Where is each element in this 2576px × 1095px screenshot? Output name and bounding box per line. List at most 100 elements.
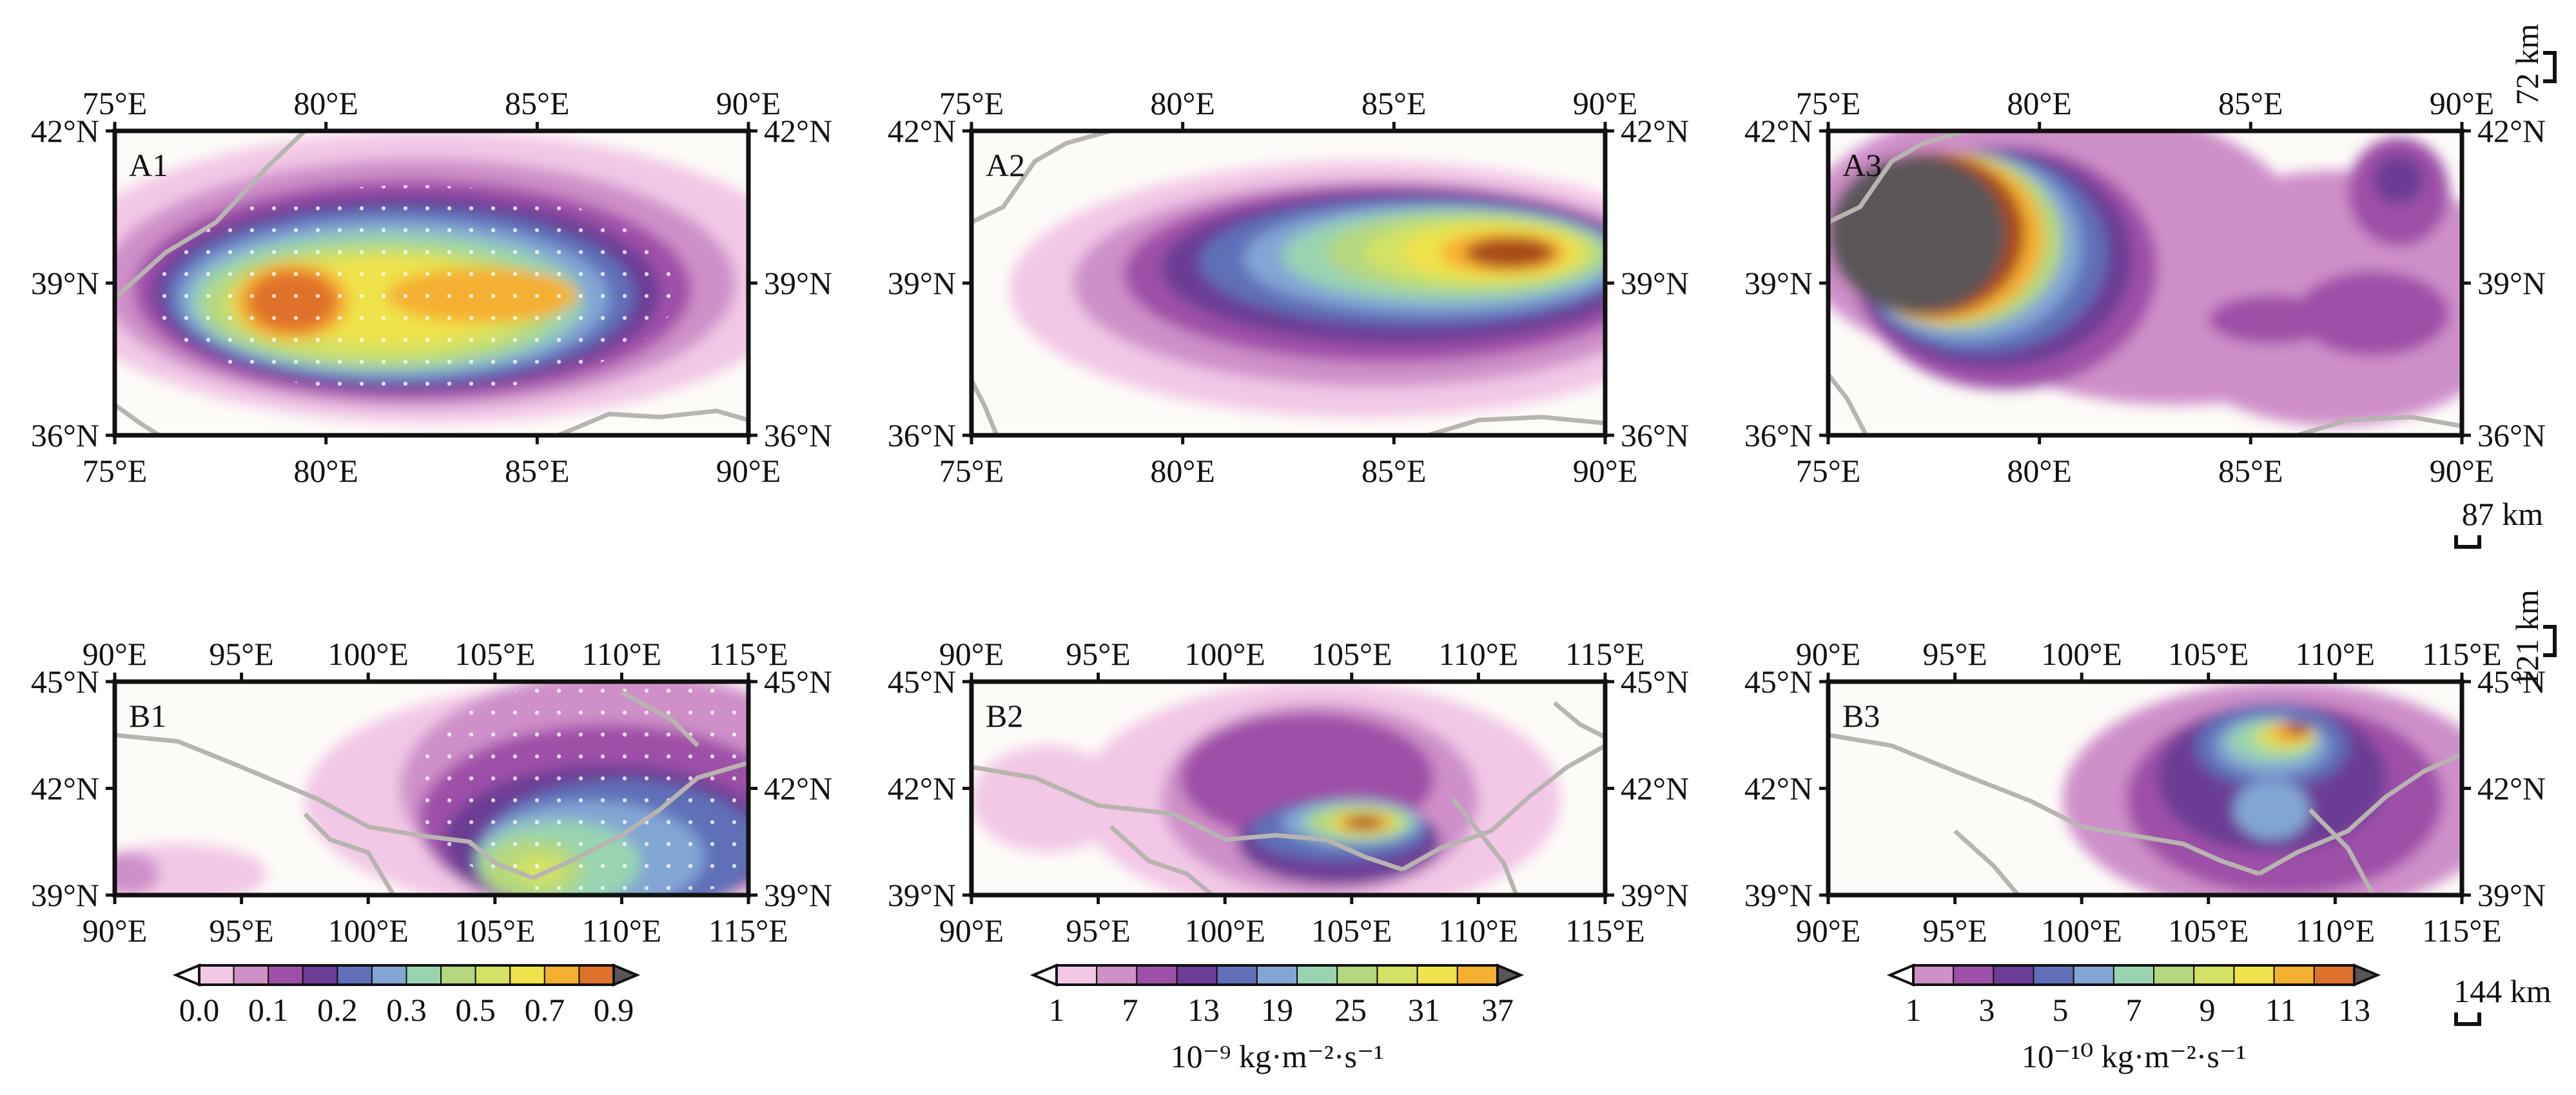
y-tick-label-right: 36°N — [1621, 417, 1689, 453]
x-tick-label-bottom: 95°E — [1066, 912, 1131, 949]
country-boundary — [1109, 825, 1214, 895]
scale-bar: 87 km — [2454, 496, 2543, 549]
colorbar-segment — [543, 965, 580, 985]
country-boundary — [971, 131, 1112, 224]
colorbar-segment — [1913, 965, 1955, 985]
x-tick-label-top: 90°E — [939, 636, 1004, 672]
y-tick-label-right: 36°N — [764, 417, 832, 453]
colorbar-segment — [509, 965, 545, 985]
colorbar-unit-label: 10⁻⁹ kg·m⁻²·s⁻¹ — [1171, 1038, 1384, 1074]
y-tick-label-left: 42°N — [1744, 113, 1813, 149]
contour-region — [2284, 722, 2310, 735]
colorbar-segment — [405, 965, 442, 985]
contour-region — [971, 745, 1124, 853]
country-boundary — [1401, 744, 1605, 872]
colorbar-segment — [371, 965, 407, 985]
y-tick-label-left: 45°N — [31, 664, 99, 700]
x-tick-label-top: 85°E — [1361, 85, 1427, 121]
x-tick-label-top: 95°E — [1066, 636, 1131, 672]
colorbar-segment — [2073, 965, 2114, 985]
x-tick-label-top: 80°E — [2007, 85, 2072, 121]
x-tick-label-top: 95°E — [209, 636, 274, 672]
x-tick-label-bottom: 85°E — [1361, 453, 1427, 489]
x-tick-label-bottom: 90°E — [1573, 453, 1638, 489]
y-tick-label-right: 39°N — [2477, 877, 2546, 913]
x-tick-label-bottom: 85°E — [505, 453, 570, 489]
colorbar-segment — [2153, 965, 2195, 985]
colorbar-segment — [578, 965, 615, 985]
colorbar-segment — [1216, 965, 1258, 985]
country-boundary — [115, 402, 161, 435]
x-tick-label-top: 110°E — [1439, 636, 1519, 672]
colorbar-segment — [1176, 965, 1218, 985]
x-tick-label-bottom: 75°E — [939, 453, 1004, 489]
colorbar-tick-label: 0.5 — [455, 992, 496, 1028]
colorbar-extend-high — [1496, 963, 1525, 987]
x-tick-label-top: 80°E — [1150, 85, 1215, 121]
country-boundary — [1828, 373, 1869, 435]
x-tick-label-bottom: 75°E — [83, 453, 148, 489]
x-tick-label-bottom: 115°E — [2422, 912, 2502, 949]
x-tick-label-bottom: 90°E — [1796, 912, 1861, 949]
x-tick-label-bottom: 75°E — [1796, 453, 1861, 489]
x-tick-label-top: 95°E — [1922, 636, 1987, 672]
scale-bar-label: 72 km — [2509, 24, 2545, 106]
contour-field — [971, 131, 1605, 435]
x-tick-label-bottom: 105°E — [2168, 912, 2249, 949]
colorbar-tick-label: 0.1 — [248, 992, 289, 1028]
x-tick-label-top: 105°E — [1311, 636, 1392, 672]
colorbar-segment — [1256, 965, 1298, 985]
y-tick-label-right: 42°N — [764, 771, 832, 807]
colorbar-segment — [440, 965, 476, 985]
contour-field — [115, 682, 748, 895]
panel-label: B2 — [986, 698, 1023, 734]
x-tick-label-top: 85°E — [505, 85, 570, 121]
x-tick-label-top: 100°E — [327, 636, 409, 672]
y-tick-label-left: 36°N — [1744, 417, 1813, 453]
colorbar-segment — [1336, 965, 1378, 985]
colorbar-segment — [1456, 965, 1498, 985]
panel-label: B1 — [129, 698, 166, 734]
panel-label: A3 — [1842, 147, 1882, 183]
significance-stipple — [411, 682, 748, 895]
x-tick-label-bottom: 80°E — [1150, 453, 1215, 489]
x-tick-label-bottom: 100°E — [327, 912, 409, 949]
colorbar-outline — [1055, 964, 1499, 986]
colorbar-segment — [337, 965, 373, 985]
x-tick-label-top: 110°E — [2296, 636, 2376, 672]
y-tick-label-left: 39°N — [31, 265, 99, 301]
x-tick-label-top: 90°E — [1573, 85, 1638, 121]
x-tick-label-top: 90°E — [83, 636, 148, 672]
x-tick-label-bottom: 110°E — [582, 912, 662, 949]
x-tick-label-bottom: 80°E — [293, 453, 358, 489]
scale-bar-label: 121 km — [2509, 589, 2545, 687]
colorbar-extend-low — [1886, 963, 1915, 987]
colorbar-unit-label: 10⁻¹⁰ kg·m⁻²·s⁻¹ — [2022, 1038, 2246, 1074]
contour-field — [1828, 682, 2462, 895]
x-tick-label-bottom: 90°E — [2430, 453, 2495, 489]
country-boundary — [1828, 733, 2260, 876]
colorbar-segment — [1993, 965, 2034, 985]
colorbar-tick-label: 13 — [1187, 992, 1220, 1028]
y-tick-label-left: 36°N — [888, 417, 956, 453]
y-tick-label-right: 42°N — [1621, 771, 1689, 807]
x-tick-label-top: 90°E — [1796, 636, 1861, 672]
panel-label: B3 — [1842, 698, 1880, 734]
x-tick-label-bottom: 115°E — [1565, 912, 1645, 949]
colorbar-tick-label: 0.9 — [594, 992, 634, 1028]
x-tick-label-bottom: 90°E — [83, 912, 148, 949]
x-tick-label-top: 90°E — [2430, 85, 2495, 121]
x-tick-label-top: 105°E — [2168, 636, 2249, 672]
colorbar-segment — [2313, 965, 2355, 985]
colorbar-segment — [1953, 965, 1995, 985]
x-tick-label-top: 90°E — [716, 85, 781, 121]
y-tick-label-right: 39°N — [1621, 877, 1689, 913]
y-tick-label-right: 45°N — [2477, 664, 2546, 700]
y-tick-label-left: 36°N — [31, 417, 99, 453]
colorbar-segment — [2113, 965, 2155, 985]
x-tick-label-top: 115°E — [2422, 636, 2502, 672]
scale-bars: 72 km 87 km 121 km 144 km — [2454, 24, 2557, 1026]
colorbar-tick-label: 1 — [1049, 992, 1065, 1028]
x-tick-label-bottom: 95°E — [209, 912, 274, 949]
